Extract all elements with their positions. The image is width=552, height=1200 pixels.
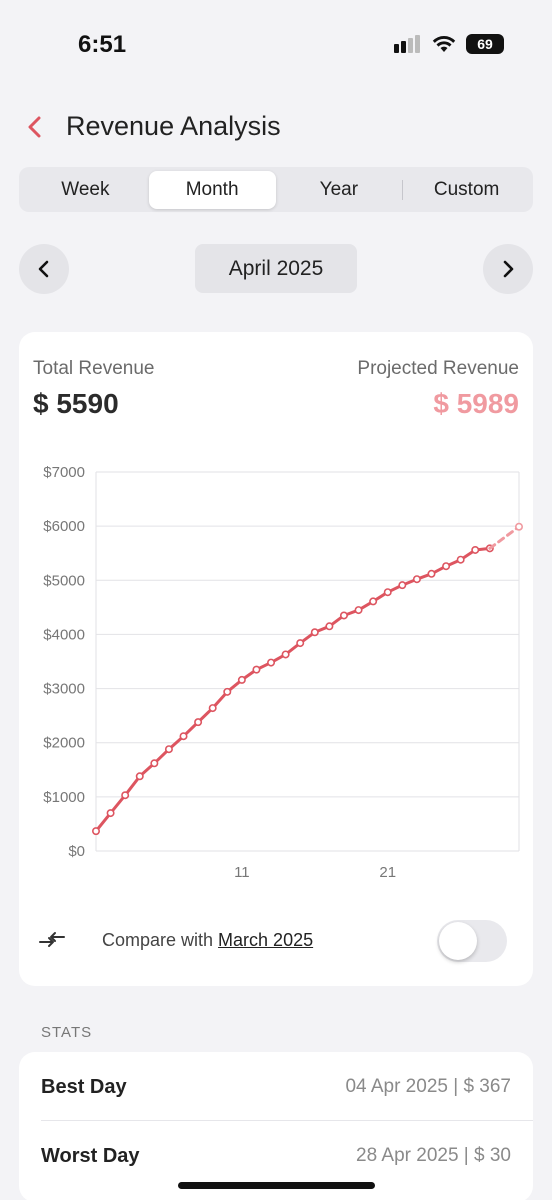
data-point (412, 575, 421, 584)
data-point (310, 628, 319, 637)
tab-week[interactable]: Week (61, 178, 110, 200)
data-point (164, 745, 173, 754)
data-point (150, 759, 159, 768)
compare-toggle[interactable] (437, 920, 507, 962)
data-point (325, 622, 334, 631)
home-indicator (178, 1182, 375, 1189)
data-point (281, 650, 290, 659)
data-point (354, 606, 363, 615)
x-tick-label: 21 (379, 864, 396, 881)
data-point (456, 555, 465, 564)
data-point (237, 675, 246, 684)
signal-icon (394, 35, 420, 53)
projected-point (514, 522, 523, 531)
data-point (252, 665, 261, 674)
period-segmented-control: Week Month Year Custom (19, 167, 533, 212)
total-revenue-label: Total Revenue (33, 358, 155, 379)
compare-row: Compare with March 2025 (39, 918, 513, 964)
compare-prefix: Compare with (102, 930, 219, 950)
data-point (471, 545, 480, 554)
tab-month[interactable]: Month (148, 170, 276, 209)
revenue-chart: $0 $1000 $2000 $3000 $4000 $5000 $6000 $7000 11 2… (43, 464, 523, 881)
projected-revenue-label: Projected Revenue (357, 358, 519, 379)
stat-name: Worst Day (41, 1145, 140, 1167)
data-point (194, 718, 203, 727)
stats-card: Best Day 04 Apr 2025 | $ 367 Worst Day 2… (19, 1052, 533, 1200)
data-point (223, 687, 232, 696)
compare-period-link[interactable]: March 2025 (218, 930, 314, 950)
battery-icon: 69 (466, 34, 504, 54)
y-tick-label: $5000 (43, 572, 85, 589)
header: Revenue Analysis (0, 100, 552, 156)
revenue-card: Total Revenue $ 5590 Projected Revenue $… (19, 332, 533, 986)
stats-section-label: STATS (41, 1024, 93, 1041)
y-tick-label: $7000 (43, 464, 85, 481)
segment-divider (402, 179, 404, 200)
projected-revenue-line (488, 525, 521, 550)
status-time: 6:51 (78, 31, 127, 58)
data-point (267, 658, 276, 667)
divider (41, 1120, 533, 1121)
x-tick-label: 11 (234, 864, 250, 881)
status-icons: 69 (394, 34, 504, 54)
toggle-knob (439, 922, 477, 960)
data-point (383, 588, 392, 597)
data-point (106, 809, 115, 818)
page-title: Revenue Analysis (66, 111, 281, 141)
total-revenue-value: $ 5590 (33, 388, 119, 419)
projected-revenue-value: $ 5989 (433, 388, 519, 419)
data-point (427, 569, 436, 578)
data-point (121, 791, 130, 800)
y-tick-label: $6000 (43, 518, 85, 535)
data-point (179, 732, 188, 741)
next-period-button[interactable] (483, 244, 533, 294)
data-point (398, 581, 407, 590)
data-point (92, 827, 101, 836)
stat-row-worst-day[interactable]: Worst Day 28 Apr 2025 | $ 30 (19, 1121, 533, 1189)
stat-row-best-day[interactable]: Best Day 04 Apr 2025 | $ 367 (19, 1052, 533, 1121)
stat-value: 04 Apr 2025 | $ 367 (345, 1076, 511, 1097)
data-point (208, 704, 217, 713)
chevron-left-icon (28, 116, 41, 138)
y-tick-label: $4000 (43, 626, 85, 643)
back-button[interactable] (20, 112, 50, 142)
y-tick-label: $0 (68, 843, 85, 860)
y-tick-label: $1000 (43, 789, 85, 806)
stat-name: Best Day (41, 1076, 127, 1098)
data-point (296, 639, 305, 648)
data-point (369, 597, 378, 606)
battery-level: 69 (477, 36, 493, 52)
current-period-label[interactable]: April 2025 (195, 244, 357, 293)
data-point (135, 772, 144, 781)
previous-period-button[interactable] (19, 244, 69, 294)
compare-arrows-icon (39, 932, 65, 947)
chevron-right-icon (503, 260, 514, 278)
data-point (339, 611, 348, 620)
stat-value: 28 Apr 2025 | $ 30 (356, 1145, 511, 1166)
y-tick-label: $2000 (43, 735, 85, 752)
tab-custom[interactable]: Custom (433, 178, 500, 200)
revenue-line (94, 546, 492, 833)
compare-label: Compare with March 2025 (102, 930, 313, 951)
y-tick-label: $3000 (43, 681, 85, 698)
status-bar: 6:51 69 (0, 0, 552, 90)
chevron-left-icon (38, 260, 49, 278)
period-navigation: April 2025 (19, 244, 533, 294)
data-point (442, 562, 451, 571)
tab-year[interactable]: Year (319, 178, 359, 200)
wifi-icon (432, 36, 456, 52)
